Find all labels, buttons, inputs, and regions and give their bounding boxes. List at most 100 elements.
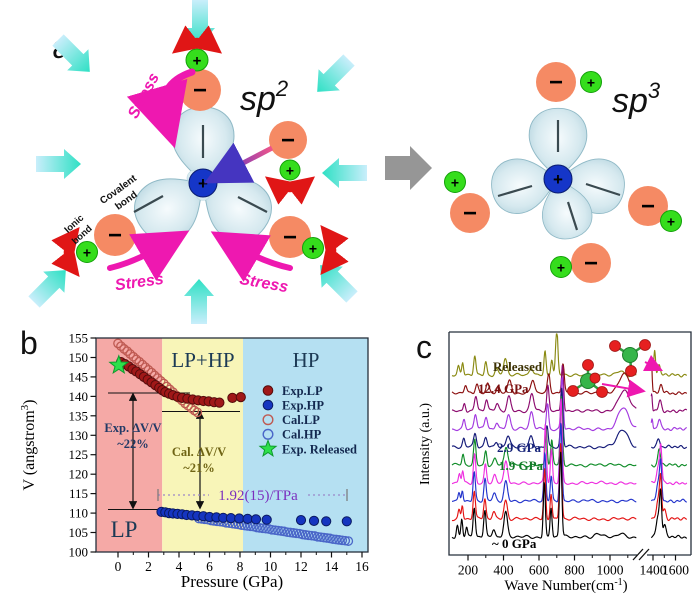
y-tick-label: 100 (69, 545, 89, 560)
x-axis-title: Wave Number(cm-1) (504, 577, 627, 594)
plus-sign: + (286, 163, 294, 179)
region-label-lp: LP (111, 517, 138, 542)
x-tick-label: 4 (176, 559, 183, 574)
y-tick-label: 105 (69, 525, 89, 540)
y-tick-label: 150 (69, 350, 89, 365)
rocking-arrow-icon (276, 185, 304, 191)
compression-arrow-right (322, 158, 367, 188)
y-tick-label: 110 (69, 506, 88, 521)
sp2-base: sp (240, 80, 276, 118)
compression-arrow-bottom-right (309, 254, 363, 308)
region-label-lp-hp: LP+HP (171, 348, 234, 372)
compression-arrow-top-right (306, 49, 360, 103)
stress-arrow (126, 68, 196, 149)
x-tick-label: 10 (264, 559, 278, 574)
compression-arrow-bottom-left (23, 259, 77, 313)
x-axis-title-sup: -1 (614, 577, 622, 588)
y-axis-title-close: ) (21, 400, 38, 405)
x-axis-title: Pressure (GPa) (181, 572, 283, 591)
plus-sign: + (309, 241, 317, 257)
central-plus-sign: + (198, 174, 208, 193)
plus-sign: + (193, 53, 202, 70)
y-tick-label: 130 (69, 428, 89, 443)
legend-marker (262, 414, 274, 426)
stress-label: Stress (238, 271, 289, 296)
y-axis-title-sup: 3 (19, 404, 31, 410)
cation (444, 171, 466, 193)
trace-label-released: Released (493, 359, 543, 374)
spectrum-trace-1.9-gpa (451, 396, 688, 468)
x-tick-label: 600 (529, 563, 550, 578)
exp-dv-label-line1: Exp. ΔV/V (104, 421, 161, 435)
stress-label: Stress (125, 70, 163, 121)
x-tick-label: 16 (355, 559, 369, 574)
plus-sign: + (83, 245, 91, 261)
legend-label: Exp.LP (282, 384, 323, 398)
y-tick-label: 115 (69, 486, 88, 501)
legend-marker (262, 385, 274, 396)
cation (550, 256, 572, 278)
region-label-hp: HP (293, 348, 320, 372)
minus-sign: − (463, 200, 477, 227)
rocking-arrow-icon (183, 40, 211, 46)
trace-label-1-9-gpa: 1.9 GPa (499, 458, 544, 473)
compression-arrow-left (36, 149, 81, 179)
anion (450, 193, 490, 233)
cation (580, 71, 602, 93)
cation (76, 241, 98, 263)
stress-arrows (107, 68, 293, 282)
stress-arrow (210, 231, 293, 282)
compression-arrow-bottom (184, 279, 214, 324)
bo3-triangle-inset (609, 339, 651, 377)
central-plus-sign: + (553, 170, 563, 189)
panel-b-annotations: Exp. ΔV/V ~22% Cal. ΔV/V ~21% 1.92(15)/T… (104, 392, 348, 510)
bo4-tetrahedron-inset (567, 359, 608, 398)
sp3-title: sp3 (612, 78, 661, 120)
sp2-title: sp2 (240, 76, 288, 118)
axis-break-mark (638, 548, 650, 561)
plus-sign: + (667, 214, 675, 230)
x-tick-label: 8 (237, 559, 244, 574)
x-tick-label: 1000 (597, 563, 624, 578)
legend-marker (258, 438, 278, 457)
plus-sign: + (557, 260, 565, 276)
panel-a: a + − + − + − + (23, 0, 682, 324)
trace-label-2-9-gpa: 2.9 GPa (497, 440, 542, 455)
exp-dv-label-line2: ~22% (117, 437, 149, 451)
y-tick-label: 140 (69, 389, 89, 404)
sp3-ions: − + − + − + − + (444, 62, 682, 283)
sp3-base: sp (612, 82, 648, 120)
stress-arrow (107, 230, 190, 281)
spectrum-trace-released (451, 333, 688, 378)
minus-sign: − (641, 193, 655, 220)
anion (536, 62, 576, 102)
spectrum-trace--0-gpa (451, 451, 688, 539)
x-tick-label: 200 (458, 563, 479, 578)
cation (279, 159, 301, 181)
legend-label: Cal.LP (282, 413, 320, 427)
cation (185, 48, 209, 72)
legend-label: Exp. Released (282, 442, 357, 456)
spectrum-trace (452, 377, 687, 432)
axis-break-mark (632, 548, 644, 561)
x-tick-label: 6 (206, 559, 213, 574)
sp3-sup: 3 (648, 78, 661, 103)
y-axis-title-base: V (angstrom (21, 410, 38, 491)
bond-pointer-arrow (204, 142, 274, 184)
x-tick-label: 1600 (662, 563, 689, 578)
panel-b: Exp. ΔV/V ~22% Cal. ΔV/V ~21% 1.92(15)/T… (19, 325, 369, 591)
sp2-ions: − + − + − + − + (76, 48, 324, 263)
y-axis-title: Intensity (a.u.) (418, 403, 433, 485)
spectrum-trace (452, 422, 687, 504)
slope-label: 1.92(15)/TPa (218, 488, 298, 504)
y-tick-label: 145 (69, 369, 89, 384)
cation (302, 237, 324, 259)
minus-sign: − (549, 69, 563, 96)
series-exp-lp (115, 357, 246, 408)
trace-label-12-4-gpa: 12.4 GPa (478, 381, 529, 396)
anion (628, 186, 668, 226)
anion (269, 216, 311, 258)
x-tick-label: 1400 (640, 563, 667, 578)
